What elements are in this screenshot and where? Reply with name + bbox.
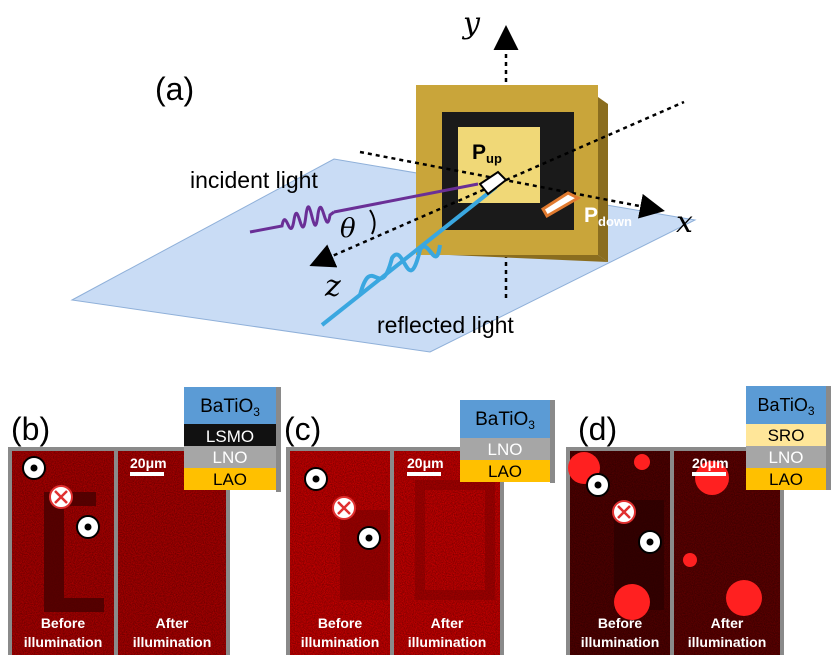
panel-d-layer-lno	[746, 446, 826, 468]
theta-label: θ	[340, 214, 356, 244]
incident-light-label: incident light	[190, 167, 318, 193]
panel-c-dot-1-center	[312, 475, 320, 483]
axis-z-label: z	[324, 269, 341, 304]
panel-d-after-blob-2	[726, 580, 762, 616]
axis-x-label: x	[676, 205, 693, 240]
panel-d-stack-side	[826, 386, 831, 490]
panel-d-cross-x	[617, 505, 631, 519]
panel-b-label: (b)	[11, 411, 50, 447]
panel-c-label: (c)	[284, 411, 321, 447]
p-up-arrow	[478, 170, 508, 196]
panel-d-lao-text: LAO	[769, 470, 803, 489]
panel-c-scale: 20μm	[407, 455, 444, 471]
reflected-beam	[320, 185, 498, 327]
panel-d-lno-text: LNO	[769, 448, 804, 467]
panel-c-domain-pattern	[340, 510, 388, 600]
panel-d-after-blob-1	[695, 461, 729, 495]
diagonal-axis	[505, 100, 685, 182]
panel-d-before-1: Before	[598, 615, 643, 631]
panel-d-dot-1-center	[594, 481, 602, 489]
gold-frame-side	[598, 97, 608, 262]
panel-d-after-2: illumination	[688, 634, 767, 650]
panel-b-lno-text: LNO	[213, 448, 248, 467]
panel-b-layer-lno	[184, 446, 276, 468]
panel-d-blob-3	[634, 454, 650, 470]
panel-b-after-1: After	[156, 615, 189, 631]
reflected-light-label: reflected light	[377, 312, 514, 338]
panel-c-layer-lao	[460, 460, 550, 482]
panel-d-layer-lao	[746, 468, 826, 490]
panel-b-lao-text: LAO	[213, 470, 247, 489]
panel-c-after-pattern	[415, 480, 495, 600]
panel-c-after-2: illumination	[408, 634, 487, 650]
panel-b-scale: 20μm	[130, 455, 167, 471]
panel-d: (d) 20μm Before illumination After illum…	[566, 386, 831, 655]
panel-c-layer-batio3	[460, 400, 550, 438]
panel-c-batio3-text: BaTiO3	[475, 409, 535, 432]
theta-arc	[369, 209, 376, 235]
panel-b-dot-1-center	[30, 464, 38, 472]
panel-a: (a) incident light reflected light θ x y…	[70, 6, 697, 353]
panel-b-before-1: Before	[41, 615, 86, 631]
panel-d-batio3-text: BaTiO3	[757, 395, 814, 418]
panel-d-layer-sro	[746, 424, 826, 446]
panel-b-stack-side	[276, 387, 281, 492]
incident-wave	[249, 205, 335, 234]
panel-c-layer-stack: BaTiO3 LNO LAO	[460, 400, 555, 483]
panel-c-stack-side	[550, 400, 555, 483]
p-down-label: Pdown	[584, 204, 632, 229]
panel-b-before-2: illumination	[24, 634, 103, 650]
panel-d-label: (d)	[578, 411, 617, 447]
panel-d-after-1: After	[711, 615, 744, 631]
panel-d-layer-stack: BaTiO3 SRO LNO LAO	[746, 386, 831, 490]
panel-d-blob-2	[614, 584, 650, 620]
panel-d-sro-text: SRO	[768, 426, 805, 445]
panel-b-lsmo-text: LSMO	[206, 427, 254, 446]
panel-d-scale: 20μm	[692, 455, 729, 471]
panel-b-cross-x	[54, 490, 68, 504]
panel-c-layer-lno	[460, 438, 550, 460]
panel-c-cross-x	[337, 501, 351, 515]
panel-b-layer-lsmo	[184, 424, 276, 446]
panel-b-layer-stack: BaTiO3 LSMO LNO LAO	[184, 387, 281, 492]
p-up-label: Pup	[472, 141, 502, 166]
panel-c-before-2: illumination	[301, 634, 380, 650]
panel-c-after-1: After	[431, 615, 464, 631]
panel-d-dot-2-center	[646, 538, 654, 546]
p-down-arrow	[540, 191, 582, 219]
panel-d-after-blob-4	[683, 553, 697, 567]
panel-b-after-2: illumination	[133, 634, 212, 650]
panel-a-label: (a)	[155, 71, 194, 107]
panel-b-domain-pattern	[44, 492, 104, 612]
panel-c-before-1: Before	[318, 615, 363, 631]
panel-b: (b) 20μm Before illumination After illum…	[8, 387, 281, 655]
x-axis-line	[359, 150, 665, 219]
panel-b-batio3-text: BaTiO3	[200, 396, 260, 419]
panel-c-dot-2-center	[365, 534, 373, 542]
incident-beam	[333, 182, 479, 214]
panel-d-layer-batio3	[746, 386, 826, 424]
panel-c-lno-text: LNO	[488, 440, 523, 459]
panel-c: (c) 20μm Before illumination After illum…	[284, 400, 555, 655]
center-pad	[458, 127, 540, 203]
reflected-wave	[358, 244, 442, 296]
panel-c-lao-text: LAO	[488, 462, 522, 481]
panel-b-dot-2-center	[84, 523, 92, 531]
panel-d-before-2: illumination	[581, 634, 660, 650]
z-axis-line	[309, 178, 507, 268]
panel-b-layer-lao	[184, 468, 276, 490]
axis-y-label: y	[461, 6, 481, 41]
panel-b-layer-batio3	[184, 387, 276, 424]
